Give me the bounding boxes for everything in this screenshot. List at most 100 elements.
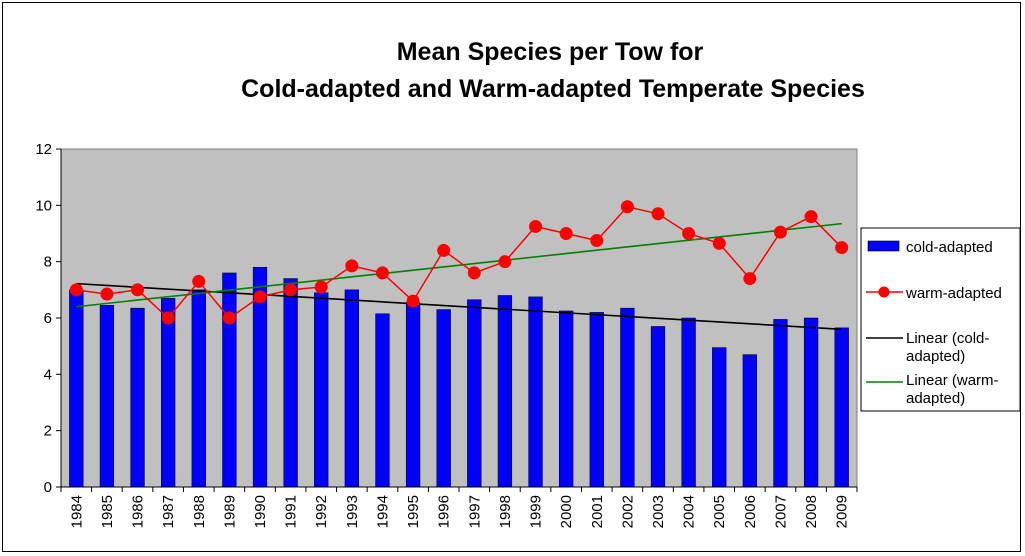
cold-adapted-bars bbox=[69, 267, 849, 488]
x-tick-label: 2001 bbox=[589, 495, 606, 528]
point-warm-adapted bbox=[69, 283, 83, 297]
x-tick-label: 2005 bbox=[711, 495, 728, 528]
x-tick-label: 1986 bbox=[130, 495, 147, 528]
point-warm-adapted bbox=[100, 287, 114, 301]
bar-cold-adapted bbox=[405, 302, 421, 488]
bar-cold-adapted bbox=[191, 289, 206, 488]
chart-title-line-1: Mean Species per Tow for bbox=[397, 38, 704, 66]
bar-cold-adapted bbox=[712, 347, 727, 488]
bar-cold-adapted bbox=[834, 327, 849, 488]
point-warm-adapted bbox=[529, 219, 543, 233]
point-warm-adapted bbox=[375, 266, 389, 280]
x-tick-label: 2002 bbox=[619, 495, 636, 528]
x-tick-label: 2004 bbox=[681, 495, 698, 528]
x-tick-label: 1994 bbox=[374, 495, 391, 528]
y-tick-label: 6 bbox=[44, 310, 52, 327]
legend-swatch-cold-adapted bbox=[867, 240, 900, 252]
x-tick-label: 1989 bbox=[221, 495, 238, 528]
x-tick-label: 2008 bbox=[803, 495, 820, 528]
x-tick-label: 1987 bbox=[160, 495, 177, 528]
legend-label-linear-warm-line-1: Linear (warm- bbox=[906, 372, 999, 389]
bar-cold-adapted bbox=[130, 307, 145, 488]
x-tick-label: 1991 bbox=[283, 495, 300, 528]
bar-cold-adapted bbox=[650, 326, 666, 488]
trendlines bbox=[76, 222, 842, 331]
bar-cold-adapted bbox=[344, 289, 359, 488]
x-tick-label: 2007 bbox=[772, 495, 789, 528]
x-tick-label: 1993 bbox=[344, 495, 361, 528]
point-warm-adapted bbox=[314, 280, 328, 294]
legend-label-cold-adapted: cold-adapted bbox=[906, 239, 993, 256]
point-warm-adapted bbox=[406, 294, 420, 308]
x-axis: 1984 1985 1986 1987 1988 1989 1990 1991 1992 1993… bbox=[60, 486, 858, 528]
point-warm-adapted bbox=[222, 311, 236, 325]
y-axis: 0 2 4 6 8 10 12 bbox=[35, 141, 62, 496]
bar-cold-adapted bbox=[773, 319, 788, 488]
x-tick-label: 2003 bbox=[650, 495, 667, 528]
bar-cold-adapted bbox=[161, 298, 176, 488]
point-warm-adapted bbox=[682, 227, 696, 240]
legend-box bbox=[860, 227, 1021, 412]
legend-marker-warm-adapted bbox=[878, 286, 890, 298]
x-tick-label: 1996 bbox=[436, 495, 453, 528]
point-warm-adapted bbox=[131, 283, 145, 297]
bar-cold-adapted bbox=[283, 278, 298, 488]
point-warm-adapted bbox=[804, 210, 818, 224]
x-tick-label: 2006 bbox=[742, 495, 759, 528]
x-tick-label: 1990 bbox=[252, 495, 269, 528]
legend-label-linear-warm-line-2: adapted) bbox=[906, 390, 965, 407]
bar-cold-adapted bbox=[375, 313, 390, 488]
chart-title-line-2: Cold-adapted and Warm-adapted Temperate … bbox=[241, 75, 865, 103]
y-tick-label: 12 bbox=[35, 141, 52, 158]
y-tick-label: 10 bbox=[35, 197, 52, 214]
trendline-cold-adapted bbox=[76, 282, 842, 331]
trendline-warm-adapted bbox=[76, 222, 842, 308]
point-warm-adapted bbox=[835, 241, 849, 255]
y-tick-label: 4 bbox=[44, 366, 52, 383]
bar-cold-adapted bbox=[742, 354, 757, 488]
bar-cold-adapted bbox=[436, 309, 451, 488]
y-tick-label: 8 bbox=[44, 254, 52, 271]
plot-area bbox=[60, 148, 858, 488]
y-tick-label: 2 bbox=[44, 423, 52, 440]
bar-cold-adapted bbox=[467, 299, 482, 488]
bar-cold-adapted bbox=[314, 292, 329, 488]
point-warm-adapted bbox=[437, 243, 451, 257]
x-tick-label: 1985 bbox=[99, 495, 116, 528]
x-tick-label: 2000 bbox=[558, 495, 575, 528]
bar-cold-adapted bbox=[222, 272, 237, 488]
point-warm-adapted bbox=[590, 234, 604, 248]
point-warm-adapted bbox=[559, 227, 573, 240]
point-warm-adapted bbox=[284, 283, 298, 297]
point-warm-adapted bbox=[651, 207, 665, 221]
x-tick-label: 1984 bbox=[68, 495, 85, 528]
bar-cold-adapted bbox=[69, 289, 84, 488]
x-tick-label: 1992 bbox=[313, 495, 330, 528]
legend-label-linear-cold-line-2: adapted) bbox=[906, 348, 965, 365]
x-tick-label: 1988 bbox=[191, 495, 208, 528]
bar-cold-adapted bbox=[803, 317, 819, 488]
bar-cold-adapted bbox=[497, 295, 513, 488]
point-warm-adapted bbox=[620, 200, 634, 214]
legend: cold-adapted warm-adapted Linear (cold- … bbox=[860, 227, 1021, 412]
y-tick-label: 0 bbox=[44, 479, 52, 496]
bar-cold-adapted bbox=[681, 317, 696, 488]
point-warm-adapted bbox=[253, 290, 267, 304]
bar-cold-adapted bbox=[99, 305, 115, 488]
x-tick-label: 1999 bbox=[528, 495, 545, 528]
bar-cold-adapted bbox=[559, 310, 574, 488]
point-warm-adapted bbox=[712, 236, 726, 250]
point-warm-adapted bbox=[192, 274, 206, 288]
x-tick-label: 1998 bbox=[497, 495, 514, 528]
point-warm-adapted bbox=[467, 266, 481, 280]
point-warm-adapted bbox=[161, 311, 175, 325]
point-warm-adapted bbox=[498, 255, 512, 269]
x-tick-label: 1997 bbox=[466, 495, 483, 528]
x-tick-label: 2009 bbox=[834, 495, 851, 528]
point-warm-adapted bbox=[345, 259, 359, 273]
bar-cold-adapted bbox=[620, 307, 635, 488]
point-warm-adapted bbox=[743, 272, 757, 286]
warm-adapted-series bbox=[69, 200, 849, 325]
x-tick-label: 1995 bbox=[405, 495, 422, 528]
